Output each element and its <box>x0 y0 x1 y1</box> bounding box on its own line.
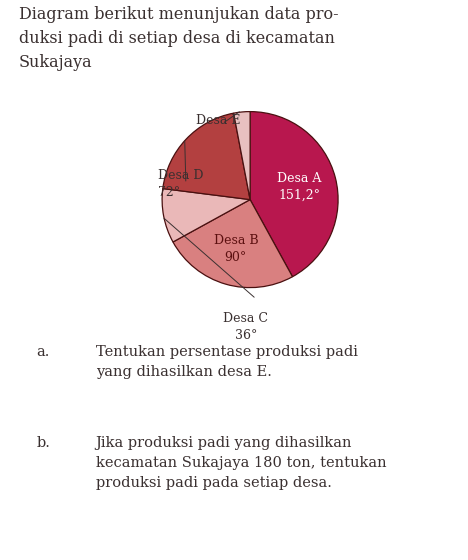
Wedge shape <box>250 111 338 277</box>
Text: Desa B
90°: Desa B 90° <box>213 234 258 264</box>
Text: b.: b. <box>37 436 50 450</box>
Text: Desa A
151,2°: Desa A 151,2° <box>278 172 322 202</box>
Wedge shape <box>173 199 292 288</box>
Wedge shape <box>162 189 250 242</box>
Text: Desa D
72°: Desa D 72° <box>158 169 203 199</box>
Text: Jika produksi padi yang dihasilkan
kecamatan Sukajaya 180 ton, tentukan
produksi: Jika produksi padi yang dihasilkan kecam… <box>95 436 386 490</box>
Wedge shape <box>163 113 250 199</box>
Text: Tentukan persentase produksi padi
yang dihasilkan desa E.: Tentukan persentase produksi padi yang d… <box>95 346 358 380</box>
Text: Desa C
36°: Desa C 36° <box>223 312 268 342</box>
Text: Desa E: Desa E <box>196 114 240 127</box>
Text: Diagram berikut menunjukan data pro-
duksi padi di setiap desa di kecamatan
Suka: Diagram berikut menunjukan data pro- duk… <box>19 6 338 71</box>
Text: a.: a. <box>37 346 50 360</box>
Wedge shape <box>234 111 250 199</box>
